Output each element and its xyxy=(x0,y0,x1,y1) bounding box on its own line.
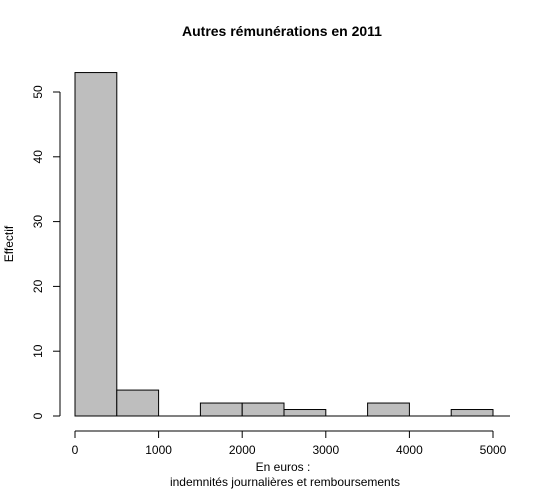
bar-3500-4000 xyxy=(367,402,410,417)
x-axis-label-line2: indemnités journalières et remboursement… xyxy=(170,475,400,489)
x-tick-label: 2000 xyxy=(229,443,256,457)
x-axis: 0 1000 2000 3000 4000 5000 xyxy=(72,430,507,457)
chart-title: Autres rémunérations en 2011 xyxy=(182,23,382,39)
bar-4500-5000 xyxy=(450,409,494,417)
x-tick-label: 3000 xyxy=(312,443,339,457)
bar-2000-2500 xyxy=(241,402,285,417)
bar-2500-3000 xyxy=(283,409,327,417)
y-tick-label: 20 xyxy=(31,279,45,293)
bar-500-1000 xyxy=(116,389,160,417)
x-tick-label: 4000 xyxy=(396,443,423,457)
x-tick-label: 5000 xyxy=(480,443,507,457)
y-tick-label: 0 xyxy=(31,412,45,419)
y-axis-label: Effectif xyxy=(2,225,16,262)
bars-group xyxy=(74,72,510,417)
x-tick-label: 0 xyxy=(72,443,79,457)
bar-1500-2000 xyxy=(199,402,243,417)
y-axis: 0 10 20 30 40 50 xyxy=(31,85,61,419)
bar-0-500 xyxy=(74,72,118,417)
y-tick-label: 40 xyxy=(31,150,45,164)
y-tick-label: 50 xyxy=(31,85,45,99)
y-tick-label: 10 xyxy=(31,344,45,358)
x-axis-label-line1: En euros : xyxy=(256,460,311,474)
x-tick-label: 1000 xyxy=(145,443,172,457)
y-tick-label: 30 xyxy=(31,215,45,229)
